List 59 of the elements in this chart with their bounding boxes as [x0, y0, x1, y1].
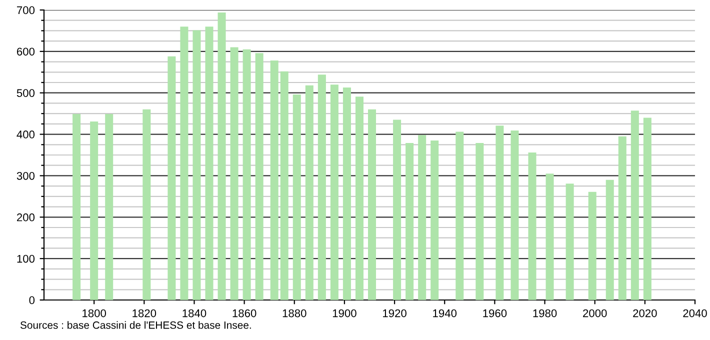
- bar: [418, 135, 426, 300]
- bar: [230, 47, 238, 300]
- bar: [588, 192, 596, 300]
- bar: [72, 114, 81, 300]
- y-tick-label: 600: [17, 48, 35, 56]
- bar: [255, 53, 264, 300]
- y-tick-label: 500: [16, 89, 35, 97]
- bar: [330, 84, 338, 300]
- bar: [630, 110, 639, 300]
- x-tick-label: 1840: [182, 309, 206, 318]
- y-tick-label: 400: [16, 130, 35, 138]
- bar: [142, 109, 151, 300]
- bar: [368, 109, 376, 300]
- bar: [305, 85, 314, 300]
- bar: [342, 87, 351, 300]
- y-tick-label: 0: [29, 296, 35, 304]
- bar: [456, 132, 464, 300]
- x-tick-label: 1940: [433, 309, 457, 318]
- bar: [205, 26, 214, 300]
- bar: [90, 121, 98, 300]
- bar: [476, 142, 484, 300]
- bar: [105, 114, 114, 300]
- x-tick-label: 1920: [383, 309, 406, 318]
- y-tick-label: 300: [16, 172, 35, 180]
- x-tick-label: 1960: [483, 309, 507, 318]
- bar: [393, 120, 402, 300]
- bar: [430, 140, 439, 300]
- bar: [292, 94, 301, 300]
- bar: [192, 30, 201, 300]
- x-tick-label: 1860: [232, 309, 256, 318]
- x-tick-label: 1820: [132, 309, 156, 318]
- bar: [355, 96, 364, 300]
- bar: [618, 136, 626, 300]
- source-note: Sources : base Cassini de l'EHESS et base Insee.: [20, 321, 251, 329]
- x-tick-label: 2000: [583, 309, 607, 318]
- bar: [643, 118, 652, 300]
- x-tick-label: 1980: [533, 309, 557, 318]
- bar: [318, 74, 326, 300]
- bar: [566, 184, 574, 300]
- bar: [496, 126, 504, 300]
- bar: [546, 174, 554, 300]
- y-tick-label: 200: [16, 213, 35, 222]
- y-tick-label: 100: [17, 254, 35, 263]
- y-tick-label: 700: [17, 6, 35, 14]
- bar: [606, 180, 614, 300]
- x-tick-label: 2020: [633, 309, 657, 318]
- bar: [242, 49, 251, 300]
- x-tick-label: 2040: [683, 309, 707, 318]
- bar: [180, 26, 188, 300]
- bar: [270, 60, 278, 300]
- x-tick-label: 1900: [332, 309, 356, 318]
- x-tick-label: 1880: [282, 309, 306, 318]
- x-tick-label: 1800: [82, 309, 106, 318]
- bar: [218, 12, 226, 300]
- bar: [528, 152, 536, 300]
- bar: [510, 130, 519, 300]
- bar: [168, 56, 176, 300]
- bar: [406, 142, 414, 300]
- bar: [280, 71, 288, 300]
